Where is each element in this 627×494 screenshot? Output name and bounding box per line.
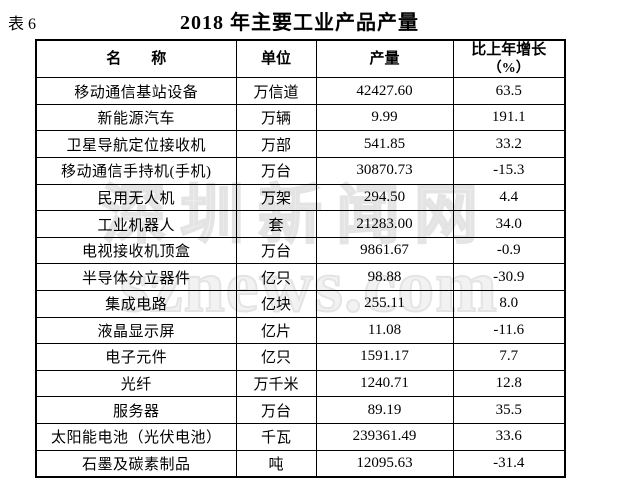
growth-value-cell: 63.5 (452, 77, 566, 105)
table-row: 液晶显示屏 亿片 11.08 -11.6 (35, 316, 566, 345)
growth-value-cell: 33.2 (452, 130, 566, 159)
unit-cell: 万部 (235, 130, 317, 159)
table-row: 新能源汽车 万辆 9.99 191.1 (35, 103, 566, 132)
header-growth-line2: （%） (487, 60, 530, 76)
output-value-cell: 30870.73 (315, 157, 454, 185)
product-name-cell: 移动通信手持机(手机) (35, 157, 237, 185)
growth-value-cell: 35.5 (452, 396, 566, 424)
product-name-cell: 光纤 (35, 369, 237, 398)
growth-value-cell: 34.0 (452, 210, 566, 238)
table-label: 表 6 (8, 16, 37, 33)
output-value-cell: 9861.67 (315, 236, 454, 265)
header-row: 名 称 单位 产量 比上年增长 （%） (35, 39, 566, 79)
output-value-cell: 9.99 (315, 103, 454, 132)
product-name-cell: 石墨及碳素制品 (35, 449, 237, 478)
table-row: 太阳能电池（光伏电池） 千瓦 239361.49 33.6 (35, 422, 566, 451)
unit-cell: 万架 (235, 183, 317, 212)
table-row: 半导体分立器件 亿只 98.88 -30.9 (35, 263, 566, 291)
product-name-cell: 集成电路 (35, 290, 237, 318)
table-row: 移动通信手持机(手机) 万台 30870.73 -15.3 (35, 157, 566, 185)
unit-cell: 千瓦 (235, 422, 317, 451)
product-name-cell: 新能源汽车 (35, 103, 237, 132)
product-name-cell: 民用无人机 (35, 183, 237, 212)
growth-value-cell: 33.6 (452, 422, 566, 451)
growth-value-cell: -31.4 (452, 449, 566, 478)
table-row: 电子元件 亿只 1591.17 7.7 (35, 343, 566, 371)
output-value-cell: 239361.49 (315, 422, 454, 451)
page-title: 2018 年主要工业产品产量 (180, 12, 419, 34)
unit-cell: 吨 (235, 449, 317, 478)
unit-cell: 万台 (235, 396, 317, 424)
table-row: 电视接收机顶盒 万台 9861.67 -0.9 (35, 236, 566, 265)
unit-cell: 万台 (235, 236, 317, 265)
unit-cell: 亿只 (235, 343, 317, 371)
product-name-cell: 服务器 (35, 396, 237, 424)
table-row: 移动通信基站设备 万信道 42427.60 63.5 (35, 77, 566, 105)
growth-value-cell: 12.8 (452, 369, 566, 398)
table-row: 光纤 万千米 1240.71 12.8 (35, 369, 566, 398)
output-value-cell: 1240.71 (315, 369, 454, 398)
header-output: 产量 (315, 39, 454, 79)
growth-value-cell: -11.6 (452, 316, 566, 345)
output-value-cell: 89.19 (315, 396, 454, 424)
products-table: 名 称 单位 产量 比上年增长 （%） 移动通信基站设备 万信道 42427.6… (35, 39, 566, 479)
header-unit: 单位 (235, 39, 317, 79)
growth-value-cell: 7.7 (452, 343, 566, 371)
growth-value-cell: 4.4 (452, 183, 566, 212)
header-growth: 比上年增长 （%） (452, 39, 566, 79)
unit-cell: 万千米 (235, 369, 317, 398)
product-name-cell: 电子元件 (35, 343, 237, 371)
output-value-cell: 42427.60 (315, 77, 454, 105)
table-row: 民用无人机 万架 294.50 4.4 (35, 183, 566, 212)
product-name-cell: 卫星导航定位接收机 (35, 130, 237, 159)
growth-value-cell: -15.3 (452, 157, 566, 185)
header-name: 名 称 (35, 39, 237, 79)
output-value-cell: 255.11 (315, 290, 454, 318)
unit-cell: 亿只 (235, 263, 317, 291)
output-value-cell: 294.50 (315, 183, 454, 212)
unit-cell: 万台 (235, 157, 317, 185)
table-row: 石墨及碳素制品 吨 12095.63 -31.4 (35, 449, 566, 478)
output-value-cell: 541.85 (315, 130, 454, 159)
table-row: 卫星导航定位接收机 万部 541.85 33.2 (35, 130, 566, 159)
unit-cell: 亿片 (235, 316, 317, 345)
unit-cell: 万辆 (235, 103, 317, 132)
product-name-cell: 太阳能电池（光伏电池） (35, 422, 237, 451)
output-value-cell: 98.88 (315, 263, 454, 291)
output-value-cell: 12095.63 (315, 449, 454, 478)
product-name-cell: 移动通信基站设备 (35, 77, 237, 105)
table-row: 集成电路 亿块 255.11 8.0 (35, 290, 566, 318)
table-row: 工业机器人 套 21283.00 34.0 (35, 210, 566, 238)
product-name-cell: 电视接收机顶盒 (35, 236, 237, 265)
product-name-cell: 液晶显示屏 (35, 316, 237, 345)
growth-value-cell: -30.9 (452, 263, 566, 291)
unit-cell: 套 (235, 210, 317, 238)
growth-value-cell: 8.0 (452, 290, 566, 318)
output-value-cell: 21283.00 (315, 210, 454, 238)
product-name-cell: 工业机器人 (35, 210, 237, 238)
growth-value-cell: -0.9 (452, 236, 566, 265)
product-name-cell: 半导体分立器件 (35, 263, 237, 291)
header-growth-line1: 比上年增长 (471, 42, 547, 58)
growth-value-cell: 191.1 (452, 103, 566, 132)
unit-cell: 万信道 (235, 77, 317, 105)
table-row: 服务器 万台 89.19 35.5 (35, 396, 566, 424)
unit-cell: 亿块 (235, 290, 317, 318)
output-value-cell: 1591.17 (315, 343, 454, 371)
output-value-cell: 11.08 (315, 316, 454, 345)
